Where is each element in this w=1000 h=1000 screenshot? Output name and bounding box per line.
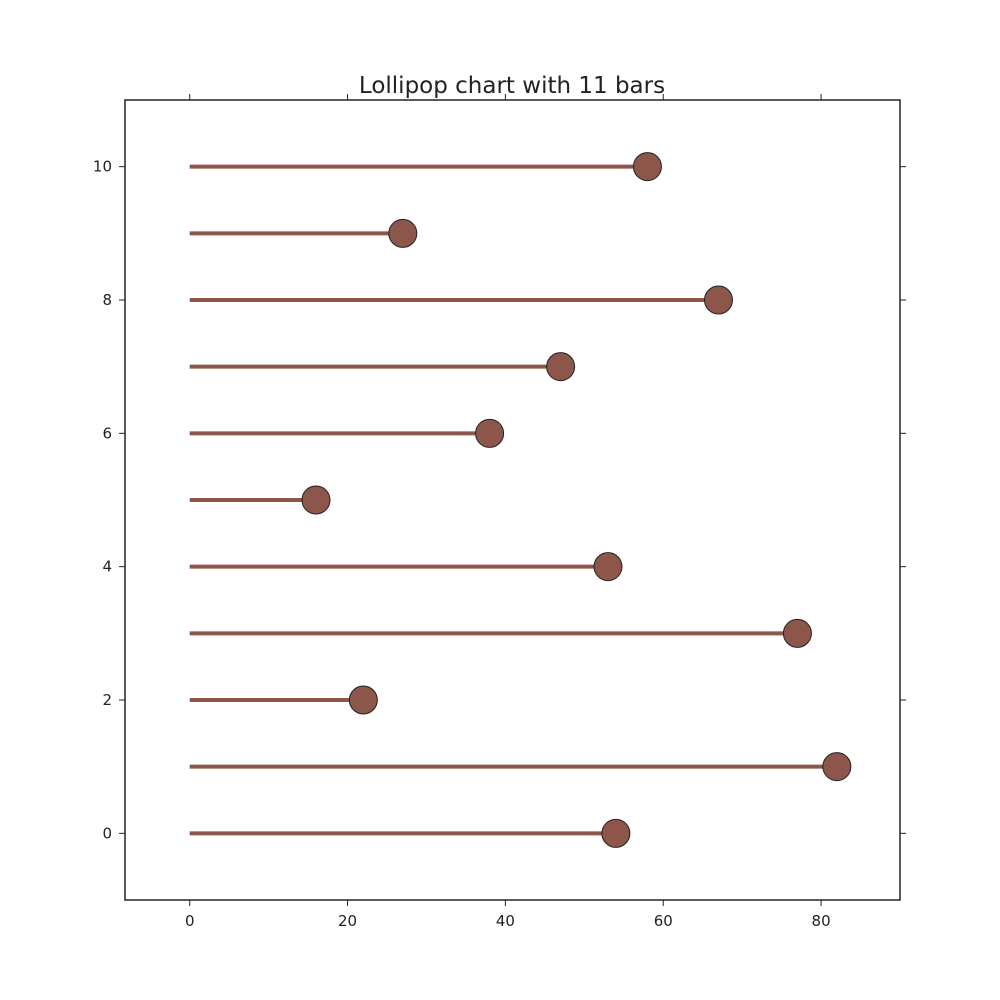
marker-5 xyxy=(301,485,331,515)
x-tick-label-80: 80 xyxy=(812,912,831,930)
y-tick-label-8: 8 xyxy=(102,291,112,309)
marker-3 xyxy=(782,618,812,648)
marker-10 xyxy=(632,152,662,182)
marker-1 xyxy=(822,752,852,782)
marker-8 xyxy=(703,285,733,315)
marker-9 xyxy=(388,218,418,248)
chart-title: Lollipop chart with 11 bars xyxy=(359,73,665,99)
markers-group xyxy=(301,152,852,848)
x-tick-label-40: 40 xyxy=(496,912,515,930)
ticks-group xyxy=(119,94,906,906)
y-tick-label-2: 2 xyxy=(102,691,112,709)
y-tick-label-0: 0 xyxy=(102,824,112,842)
tick-labels-group: 0 20 40 60 80 0 2 4 6 8 10 xyxy=(93,158,831,930)
x-tick-label-20: 20 xyxy=(338,912,357,930)
marker-6 xyxy=(475,418,505,448)
y-tick-label-6: 6 xyxy=(102,424,112,442)
plot-frame xyxy=(124,99,901,901)
marker-0 xyxy=(601,818,631,848)
x-tick-label-0: 0 xyxy=(185,912,195,930)
marker-7 xyxy=(546,352,576,382)
x-tick-label-60: 60 xyxy=(654,912,673,930)
marker-4 xyxy=(593,552,623,582)
y-tick-label-4: 4 xyxy=(102,558,112,576)
marker-2 xyxy=(348,685,378,715)
stems-group xyxy=(189,164,837,836)
y-tick-label-10: 10 xyxy=(93,158,112,176)
